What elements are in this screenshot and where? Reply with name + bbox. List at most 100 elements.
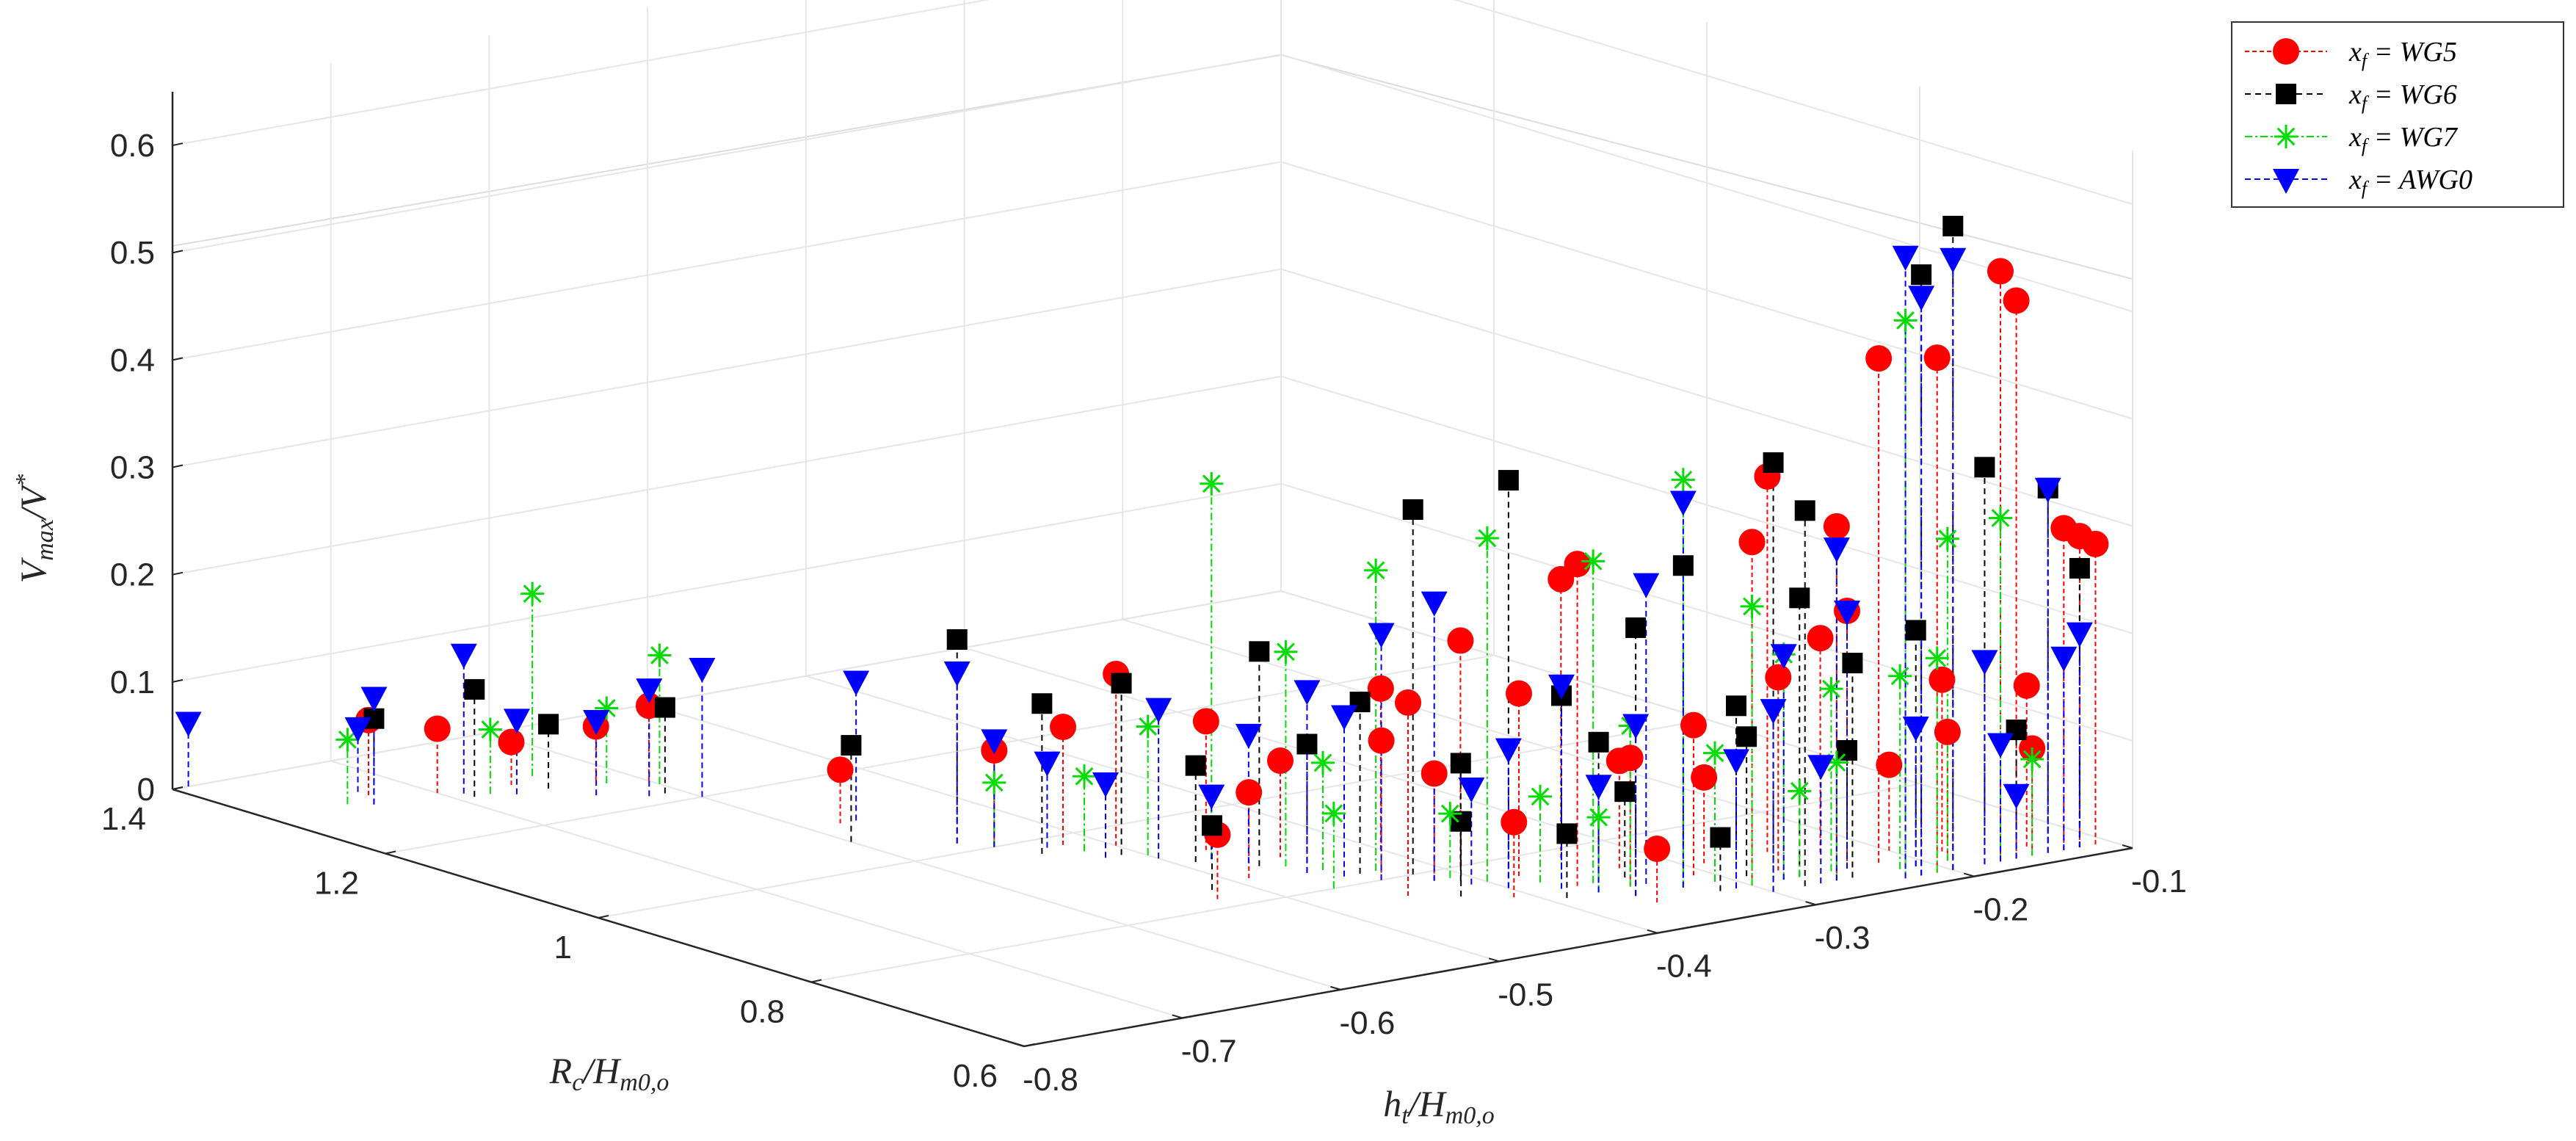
data-point xyxy=(1581,549,1606,573)
data-point xyxy=(1498,470,1519,491)
data-point xyxy=(1807,625,1834,652)
data-point xyxy=(1236,779,1263,806)
z-tick-mark xyxy=(172,571,184,576)
data-point xyxy=(1606,747,1633,775)
data-point xyxy=(1738,529,1766,556)
legend-label: xf = WG7 xyxy=(2348,122,2459,156)
data-point xyxy=(1902,716,1929,742)
data-point xyxy=(1034,751,1061,777)
data-point xyxy=(1586,805,1611,830)
data-point xyxy=(538,714,559,735)
data-point xyxy=(450,643,477,669)
tick-labels: -0.8 -0.7 -0.6 -0.5 -0.4 -0.3 -0.2 -0.1 0.6 0.8 1 1… xyxy=(101,128,2187,1098)
data-point xyxy=(583,709,610,735)
data-point xyxy=(1987,733,2014,758)
data-point xyxy=(360,687,388,712)
data-point xyxy=(1364,558,1388,582)
x-tick-mark xyxy=(2122,844,2133,849)
x-tick-mark xyxy=(1330,985,1341,990)
data-point xyxy=(1770,644,1797,670)
data-point xyxy=(1876,751,1903,778)
y-tick-mark xyxy=(1023,1043,1035,1047)
data-point xyxy=(1765,664,1792,691)
data-point xyxy=(1987,258,2014,285)
data-point xyxy=(1368,623,1395,648)
data-point xyxy=(2082,530,2109,557)
x-tick-label: -0.4 xyxy=(1656,949,1712,985)
x-tick-label: -0.2 xyxy=(1973,892,2028,928)
grid-line-z xyxy=(172,0,2133,206)
data-point xyxy=(1788,779,1812,803)
data-point xyxy=(1633,573,1660,598)
data-point xyxy=(1763,452,1784,474)
grid-line-z xyxy=(172,54,2133,313)
grid-line-z xyxy=(172,375,2133,634)
data-point xyxy=(1908,286,1935,311)
x-tick-mark xyxy=(1488,957,1500,963)
data-point xyxy=(503,709,530,734)
y-tick-label: 0.6 xyxy=(953,1058,998,1094)
data-point xyxy=(946,629,968,650)
data-point xyxy=(1929,666,1956,693)
y-tick-mark xyxy=(598,915,609,919)
x-axis-label: ht/Hm0,o xyxy=(1383,1083,1495,1129)
data-point xyxy=(1267,747,1294,774)
x-tick-mark xyxy=(1172,1014,1183,1019)
y-tick-label: 1.2 xyxy=(314,866,359,902)
data-point xyxy=(1726,695,1746,717)
data-point xyxy=(1625,617,1647,638)
data-point xyxy=(1421,760,1448,787)
data-point xyxy=(689,657,716,683)
data-point xyxy=(1548,674,1575,700)
data-point xyxy=(1421,591,1448,617)
data-point xyxy=(1703,741,1727,765)
data-point xyxy=(1585,775,1612,800)
data-point xyxy=(1235,723,1262,749)
data-point xyxy=(1842,653,1863,674)
x-tick-mark xyxy=(1964,872,1975,877)
legend-marker xyxy=(2274,125,2298,148)
axis-line xyxy=(1023,847,2133,1048)
z-tick-label: 0.2 xyxy=(110,557,155,593)
data-point xyxy=(1892,245,1919,271)
data-point xyxy=(1740,594,1764,618)
data-point xyxy=(982,770,1006,794)
data-point xyxy=(478,717,502,742)
data-point xyxy=(1274,640,1298,664)
z-axis-label: Vmax/V* xyxy=(11,474,59,584)
data-point xyxy=(1614,781,1636,803)
data-point xyxy=(2020,747,2045,771)
data-point xyxy=(1934,718,1961,745)
data-point xyxy=(1837,739,1857,761)
data-point xyxy=(344,717,371,742)
y-tick-mark xyxy=(385,850,396,855)
data-point xyxy=(1940,247,1967,273)
z-tick-label: 0.4 xyxy=(110,342,155,378)
data-point xyxy=(1495,738,1522,764)
z-tick-mark xyxy=(172,142,184,147)
data-point xyxy=(1111,673,1132,694)
data-point xyxy=(1736,726,1757,747)
data-point xyxy=(335,728,360,752)
data-point xyxy=(1185,755,1206,776)
data-point xyxy=(1911,264,1932,286)
data-point xyxy=(1136,714,1160,739)
legend: xf = WG5 xf = WG6 xf = WG7 xf = AWG0 xyxy=(2231,21,2564,208)
x-tick-label: -0.1 xyxy=(2131,863,2187,899)
legend-marker xyxy=(2273,38,2299,65)
data-point xyxy=(827,756,854,783)
data-point xyxy=(1794,500,1815,521)
legend-marker xyxy=(2276,84,2296,104)
data-point xyxy=(1989,506,2012,530)
data-point xyxy=(520,582,545,606)
data-point xyxy=(1501,808,1528,836)
data-point xyxy=(1556,823,1578,844)
data-point xyxy=(1450,753,1471,774)
data-point xyxy=(2034,477,2061,503)
data-point xyxy=(1402,499,1423,521)
data-point xyxy=(1294,680,1321,706)
data-point xyxy=(1031,693,1053,714)
data-point xyxy=(498,728,525,756)
data-point xyxy=(1807,755,1835,780)
